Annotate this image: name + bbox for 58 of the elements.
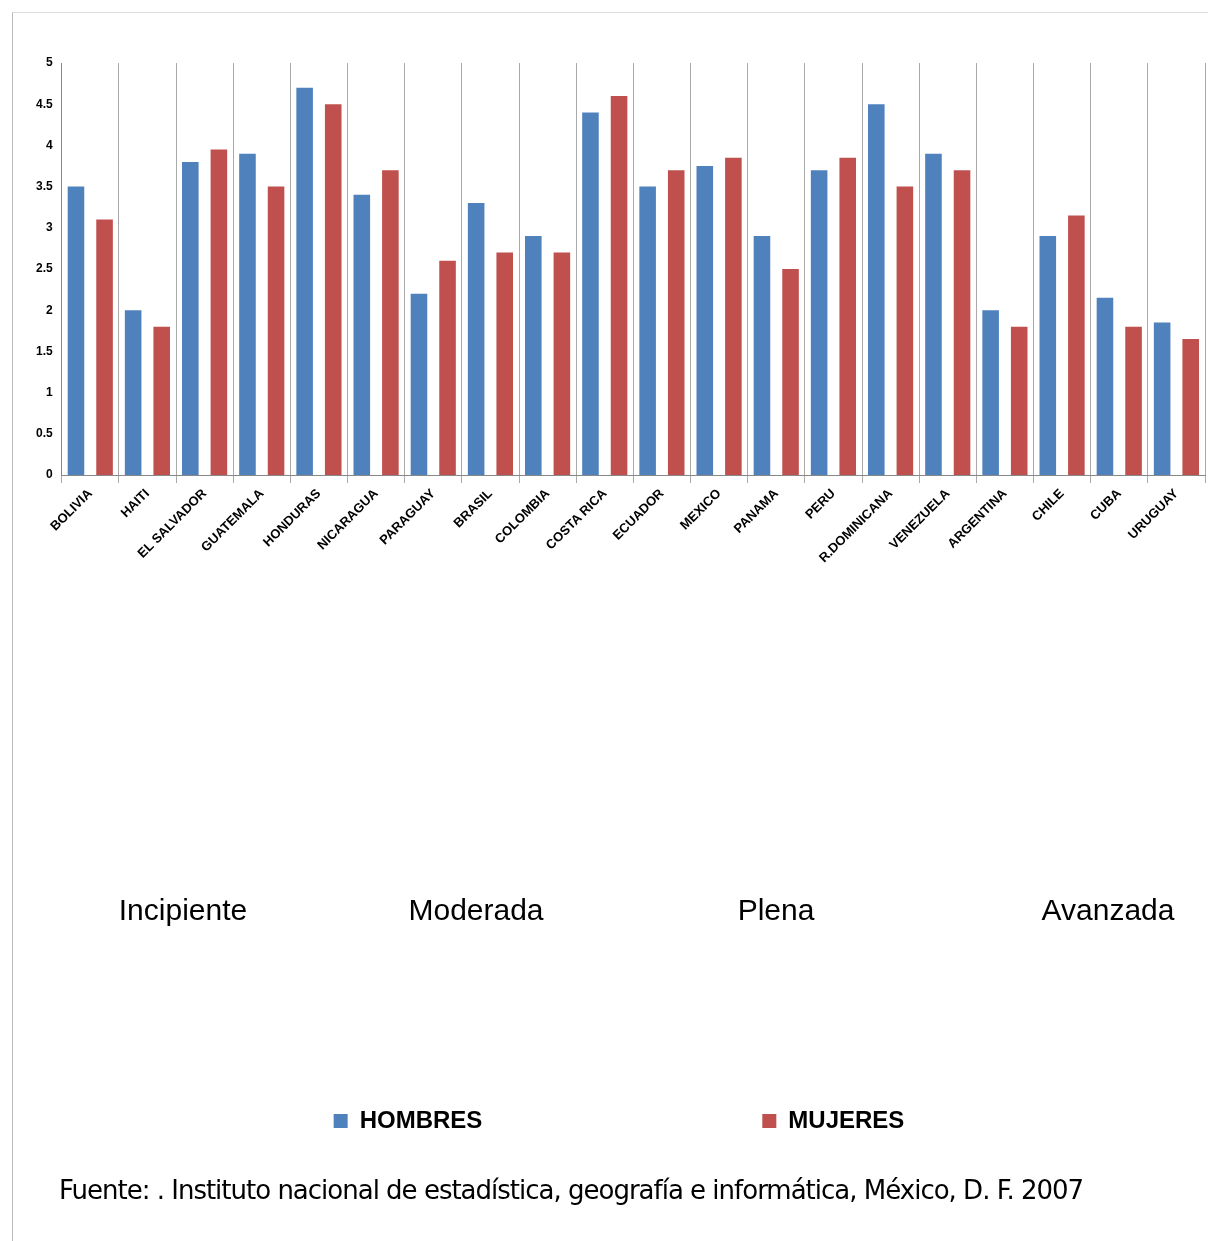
y-tick-label: 2.5 bbox=[35, 261, 53, 276]
bar bbox=[839, 157, 856, 476]
bar bbox=[696, 166, 714, 476]
text: Avanzada bbox=[1041, 893, 1175, 927]
source-note: Fuente: . Instituto nacional de estadística, geografía e informática, México, D. F. 2007 bbox=[59, 1175, 1084, 1205]
bar bbox=[925, 153, 942, 476]
bar bbox=[124, 310, 142, 476]
y-tick-label: 0.5 bbox=[35, 426, 53, 441]
bar bbox=[496, 252, 514, 476]
bar bbox=[239, 153, 256, 476]
y-tick-label: 5 bbox=[45, 55, 53, 70]
bar bbox=[1096, 297, 1114, 476]
bar bbox=[953, 170, 971, 476]
bar bbox=[324, 104, 342, 476]
bar bbox=[1010, 326, 1028, 476]
bar bbox=[153, 326, 171, 476]
bar bbox=[982, 310, 999, 476]
y-tick-label: 4 bbox=[45, 137, 53, 152]
bar bbox=[782, 269, 799, 476]
bar bbox=[725, 157, 742, 476]
bar bbox=[1039, 236, 1057, 476]
bar bbox=[582, 112, 599, 476]
y-tick-label: 3 bbox=[45, 220, 53, 235]
bar bbox=[410, 293, 428, 476]
bar bbox=[1125, 326, 1142, 476]
bar bbox=[868, 104, 885, 476]
bar bbox=[296, 87, 313, 476]
bar bbox=[896, 186, 914, 476]
bar bbox=[353, 194, 371, 476]
bar bbox=[525, 236, 542, 476]
bar bbox=[210, 149, 228, 476]
bar bbox=[610, 95, 628, 476]
bar bbox=[439, 260, 456, 476]
y-tick-label: 1.5 bbox=[35, 343, 53, 358]
bar bbox=[267, 186, 285, 476]
text: Incipiente bbox=[118, 893, 248, 927]
bar bbox=[1068, 215, 1085, 476]
bar bbox=[382, 170, 399, 476]
bar bbox=[96, 219, 113, 476]
bar bbox=[182, 161, 199, 476]
bar bbox=[553, 252, 571, 476]
bar bbox=[1153, 322, 1171, 476]
legend-label: HOMBRES bbox=[359, 1105, 483, 1133]
text: Plena bbox=[737, 893, 815, 927]
bar bbox=[467, 203, 485, 476]
y-tick-label: 1 bbox=[45, 384, 53, 399]
bar bbox=[667, 170, 685, 476]
legend-label: MUJERES bbox=[788, 1105, 905, 1133]
bar bbox=[810, 170, 828, 476]
bar bbox=[1182, 339, 1199, 476]
y-tick-label: 2 bbox=[45, 302, 53, 317]
y-tick-label: 0 bbox=[45, 467, 53, 482]
bar bbox=[639, 186, 656, 476]
y-tick-label: 4.5 bbox=[35, 96, 53, 111]
y-tick-label: 3.5 bbox=[35, 178, 53, 193]
bar bbox=[67, 186, 85, 476]
bar bbox=[753, 236, 771, 476]
text: Moderada bbox=[408, 893, 544, 927]
